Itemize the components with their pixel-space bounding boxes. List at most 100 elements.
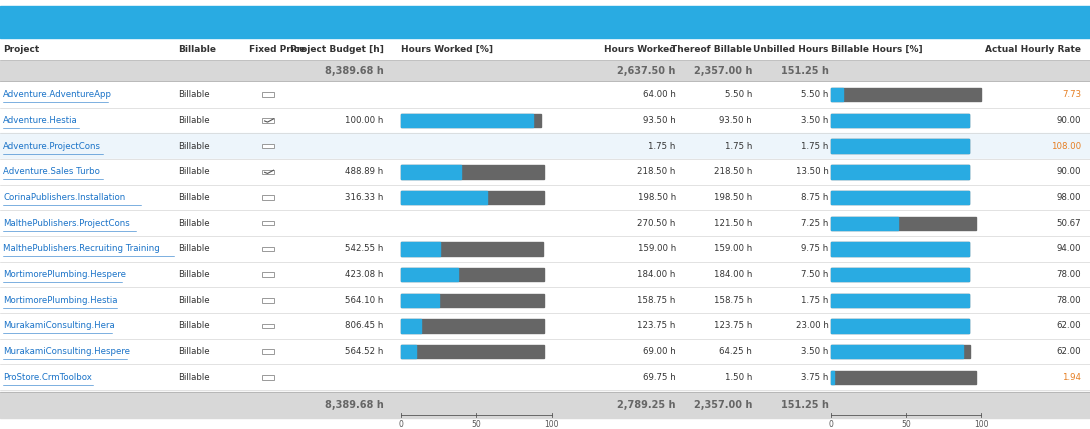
Text: 270.50 h: 270.50 h [638, 219, 676, 228]
Text: 94.00: 94.00 [1057, 245, 1081, 254]
Text: Billable: Billable [178, 270, 209, 279]
Text: 5.50 h: 5.50 h [725, 90, 752, 99]
Bar [401, 191, 487, 204]
Text: 218.50 h: 218.50 h [714, 167, 752, 176]
Bar [401, 268, 458, 281]
Text: Billable Hours [%]: Billable Hours [%] [831, 45, 922, 54]
Text: 564.52 h: 564.52 h [346, 347, 384, 356]
Bar [0, 210, 1090, 236]
Bar [401, 242, 440, 256]
Text: Hours Worked: Hours Worked [604, 45, 676, 54]
Text: Adventure.AdventureApp: Adventure.AdventureApp [3, 90, 112, 99]
Text: ProStore.CrmToolbox: ProStore.CrmToolbox [3, 373, 93, 382]
Bar [0, 364, 1090, 390]
Text: 69.00 h: 69.00 h [643, 347, 676, 356]
Text: 564.10 h: 564.10 h [346, 296, 384, 305]
Text: 64.25 h: 64.25 h [719, 347, 752, 356]
Text: 158.75 h: 158.75 h [638, 296, 676, 305]
Bar [831, 139, 969, 153]
Bar [262, 323, 275, 328]
Bar [401, 345, 416, 358]
Bar [0, 262, 1090, 287]
Bar [831, 371, 977, 384]
Text: Billable: Billable [178, 116, 209, 125]
Text: Actual Hourly Rate: Actual Hourly Rate [985, 45, 1081, 54]
Text: MalthePublishers.ProjectCons: MalthePublishers.ProjectCons [3, 219, 130, 228]
Bar [0, 184, 1090, 210]
Bar [401, 345, 544, 358]
Text: MurakamiConsulting.Hera: MurakamiConsulting.Hera [3, 321, 116, 330]
Text: Billable: Billable [178, 142, 209, 151]
Text: Thereof Billable: Thereof Billable [671, 45, 752, 54]
Text: 78.00: 78.00 [1056, 270, 1081, 279]
Bar [401, 293, 438, 307]
Bar [831, 217, 898, 230]
Bar [262, 221, 275, 226]
Text: 62.00: 62.00 [1056, 347, 1081, 356]
Text: 9.75 h: 9.75 h [801, 245, 828, 254]
Text: 100.00 h: 100.00 h [346, 116, 384, 125]
Bar [262, 349, 275, 354]
Text: 64.00 h: 64.00 h [643, 90, 676, 99]
Text: 1.75 h: 1.75 h [725, 142, 752, 151]
Text: 7.73: 7.73 [1062, 90, 1081, 99]
Text: 2,357.00 h: 2,357.00 h [693, 66, 752, 76]
Text: 13.50 h: 13.50 h [796, 167, 828, 176]
Text: Billable: Billable [178, 321, 209, 330]
Bar [831, 242, 969, 256]
Text: 50: 50 [472, 420, 481, 429]
Text: 1.94: 1.94 [1063, 373, 1081, 382]
Text: Adventure.Hestia: Adventure.Hestia [3, 116, 78, 125]
Text: 2,789.25 h: 2,789.25 h [617, 400, 676, 410]
Text: 184.00 h: 184.00 h [714, 270, 752, 279]
Bar [262, 375, 275, 380]
Text: 542.55 h: 542.55 h [346, 245, 384, 254]
Bar [831, 88, 843, 102]
Bar [0, 159, 1090, 184]
Text: 159.00 h: 159.00 h [714, 245, 752, 254]
Text: 90.00: 90.00 [1057, 116, 1081, 125]
Text: Fixed Price: Fixed Price [249, 45, 305, 54]
Text: Project: Project [3, 45, 39, 54]
Bar [831, 191, 969, 204]
Text: 78.00: 78.00 [1056, 296, 1081, 305]
Text: 123.75 h: 123.75 h [714, 321, 752, 330]
Text: 423.08 h: 423.08 h [346, 270, 384, 279]
Bar [831, 242, 969, 256]
Text: 198.50 h: 198.50 h [638, 193, 676, 202]
Bar [262, 144, 275, 148]
Text: 316.33 h: 316.33 h [346, 193, 384, 202]
Bar [0, 392, 1090, 418]
Text: 121.50 h: 121.50 h [714, 219, 752, 228]
Text: 108.00: 108.00 [1051, 142, 1081, 151]
Bar [262, 247, 275, 251]
Text: 93.50 h: 93.50 h [719, 116, 752, 125]
Bar [831, 293, 969, 307]
Text: 158.75 h: 158.75 h [714, 296, 752, 305]
Text: MurakamiConsulting.Hespere: MurakamiConsulting.Hespere [3, 347, 131, 356]
Text: 184.00 h: 184.00 h [638, 270, 676, 279]
Text: 7.50 h: 7.50 h [801, 270, 828, 279]
Bar [831, 293, 969, 307]
Bar [0, 108, 1090, 133]
Text: 69.75 h: 69.75 h [643, 373, 676, 382]
Text: 50: 50 [901, 420, 910, 429]
Bar [831, 88, 981, 102]
Text: 8.75 h: 8.75 h [801, 193, 828, 202]
Text: 3.50 h: 3.50 h [801, 347, 828, 356]
Text: 218.50 h: 218.50 h [638, 167, 676, 176]
Bar [401, 319, 544, 332]
Bar [0, 287, 1090, 313]
Bar [0, 6, 1090, 38]
Bar [401, 165, 461, 178]
Bar [262, 118, 275, 123]
Text: 8,389.68 h: 8,389.68 h [325, 400, 384, 410]
Bar [0, 339, 1090, 364]
Bar [401, 165, 544, 178]
Bar [831, 345, 962, 358]
Text: Adventure.Sales Turbo: Adventure.Sales Turbo [3, 167, 100, 176]
Text: 2,357.00 h: 2,357.00 h [693, 400, 752, 410]
Bar [262, 93, 275, 97]
Text: 0: 0 [828, 420, 833, 429]
Bar [831, 139, 969, 153]
